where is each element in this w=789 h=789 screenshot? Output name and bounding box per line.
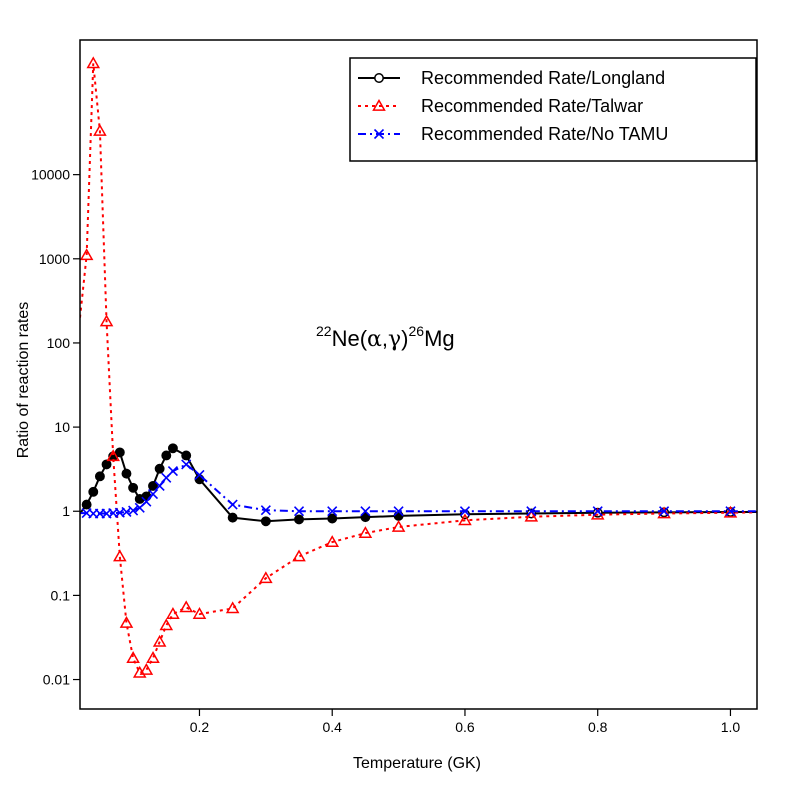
series-1-point-3	[93, 123, 107, 136]
series-2	[80, 459, 757, 519]
series-1-point-19	[292, 549, 306, 562]
legend-marker-1	[372, 98, 386, 111]
annotation-comma: ,	[382, 326, 388, 351]
y-axis-label: Ratio of reaction rates	[15, 302, 32, 459]
series-1-point-1	[80, 248, 94, 261]
y-tick-label-3: 10	[54, 419, 70, 435]
series-2-point-20	[327, 506, 338, 517]
series-1-point-26	[657, 506, 671, 519]
series-0-point-2	[88, 486, 99, 497]
plot-frame	[79, 39, 758, 710]
series-0-point-3	[94, 471, 105, 482]
series-0-point-13	[161, 450, 172, 461]
series-0-point-4	[101, 459, 112, 470]
series-2-point-27	[725, 506, 736, 517]
annotation-gamma: γ	[388, 327, 401, 352]
annotation-sup-26: 26	[409, 323, 425, 339]
series-1-point-24	[524, 509, 539, 522]
annotation-close: )	[401, 326, 408, 351]
series-1-point-18	[259, 571, 273, 584]
y-tick-label-1: 0.1	[51, 587, 71, 603]
annotation-sup-22: 22	[316, 323, 332, 339]
series-2-point-19	[293, 506, 305, 517]
ticks-layer: 0.2 0.4 0.6 0.8 1.0 0.01 0.1 1 10 100 1000 10000	[31, 167, 740, 735]
series-0-point-21	[360, 512, 371, 523]
x-tick-label-0: 0.2	[190, 719, 210, 735]
x-axis-label: Temperature (GK)	[353, 755, 481, 772]
series-0-point-11	[148, 480, 158, 491]
series-0-point-1	[81, 499, 92, 510]
y-tick-label-4: 100	[47, 335, 71, 351]
legend-label-1: Recommended Rate/Talwar	[421, 96, 643, 116]
series-0-point-6	[114, 447, 125, 458]
y-tick-label-6: 10000	[31, 167, 70, 183]
y-tick-label-0: 0.01	[43, 672, 70, 688]
series-1-point-5	[106, 449, 120, 462]
legend: Recommended Rate/Longland Recommended Rat…	[349, 57, 757, 162]
series-1-point-13	[159, 618, 174, 631]
x-tick-label-2: 0.6	[455, 719, 475, 735]
series-0-point-20	[327, 513, 338, 524]
series-0-point-7	[121, 468, 132, 479]
series-2-point-22	[393, 506, 404, 517]
series-2-point-24	[526, 506, 537, 517]
y-tick-label-5: 1000	[39, 251, 70, 267]
series-1-point-11	[146, 651, 160, 663]
series-1-point-14	[166, 607, 180, 619]
series-1-point-2	[86, 56, 101, 69]
series-1-point-12	[152, 634, 167, 647]
series-1-point-17	[225, 601, 240, 614]
series-1-point-21	[358, 526, 373, 538]
annotation-ne: Ne(	[332, 326, 368, 351]
series-1-point-23	[458, 513, 472, 526]
series-2-point-11	[147, 489, 159, 500]
legend-entry-0: Recommended Rate/Longland	[358, 68, 665, 88]
legend-marker-2	[373, 128, 385, 140]
series-0-point-12	[154, 463, 165, 474]
series-1-point-16	[192, 607, 207, 619]
series-1-point-8	[126, 651, 140, 663]
series-0-point-18	[260, 516, 271, 527]
legend-entry-1: Recommended Rate/Talwar	[358, 96, 643, 116]
series-1-point-15	[179, 600, 193, 613]
series-0-point-19	[294, 514, 304, 525]
legend-label-2: Recommended Rate/No TAMU	[421, 124, 668, 144]
series-0-point-22	[393, 510, 404, 521]
series-2-point-26	[659, 506, 670, 517]
series-2-point-17	[227, 499, 238, 510]
legend-marker-0	[374, 73, 384, 83]
legend-entry-2: Recommended Rate/No TAMU	[358, 124, 668, 144]
x-tick-label-1: 0.4	[322, 719, 342, 735]
series-1-point-4	[99, 314, 114, 327]
series-2-point-18	[260, 505, 271, 516]
series-2-point-15	[181, 459, 192, 470]
series-layer	[80, 56, 757, 678]
series-2-point-12	[154, 480, 165, 491]
annotation-mg: Mg	[424, 326, 455, 351]
legend-box	[349, 57, 757, 162]
series-2-point-25	[592, 506, 603, 517]
x-tick-label-4: 1.0	[721, 719, 741, 735]
series-0-point-17	[227, 512, 238, 523]
series-2-point-14	[167, 466, 178, 477]
x-tick-label-3: 0.8	[588, 719, 608, 735]
legend-label-0: Recommended Rate/Longland	[421, 68, 665, 88]
series-1-point-7	[119, 615, 134, 628]
y-tick-label-2: 1	[62, 503, 70, 519]
series-0-point-8	[128, 482, 139, 493]
series-1-point-10	[139, 662, 154, 675]
series-2-point-16	[194, 469, 205, 481]
series-0-point-15	[181, 450, 192, 461]
series-1-point-6	[113, 549, 127, 562]
series-1-point-22	[391, 519, 406, 532]
series-2-point-23	[459, 506, 471, 517]
series-line-1	[80, 63, 757, 675]
series-2-point-21	[360, 506, 371, 517]
annotation-alpha: α	[367, 327, 382, 352]
reaction-annotation: 22Ne(α,γ)26Mg	[316, 323, 455, 352]
series-0-point-14	[167, 443, 178, 454]
series-2-point-8	[128, 505, 139, 516]
series-1-point-20	[325, 535, 340, 547]
